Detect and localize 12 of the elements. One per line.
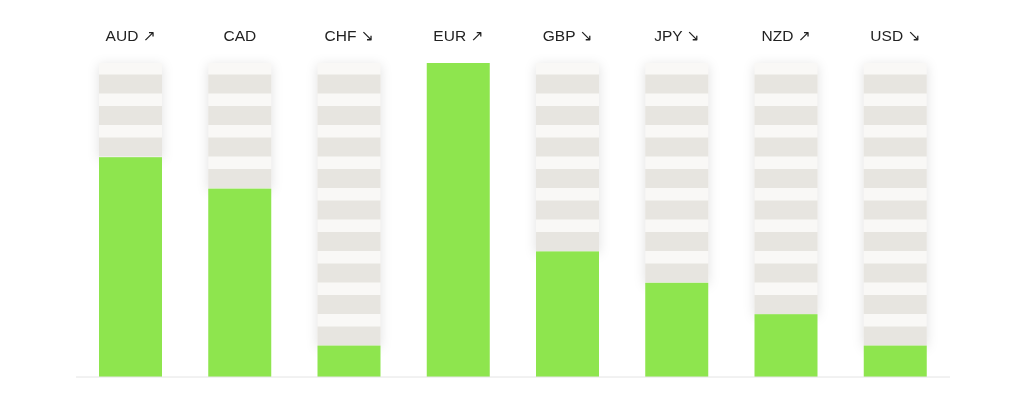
x-tick-label: JPY ↘: [654, 27, 700, 44]
bar: [317, 345, 381, 377]
x-tick-label: EUR ↗: [433, 27, 484, 44]
x-tick-label: USD ↘: [870, 27, 921, 44]
x-tick-label: AUD ↗: [105, 27, 156, 44]
x-tick-label: CHF ↘: [324, 27, 374, 44]
x-tick-label: NZD ↗: [761, 27, 811, 44]
bar: [863, 345, 927, 377]
bar: [426, 63, 490, 377]
x-tick-label: GBP ↘: [542, 27, 593, 44]
bar: [754, 314, 818, 377]
x-tick-label: CAD: [223, 27, 257, 44]
